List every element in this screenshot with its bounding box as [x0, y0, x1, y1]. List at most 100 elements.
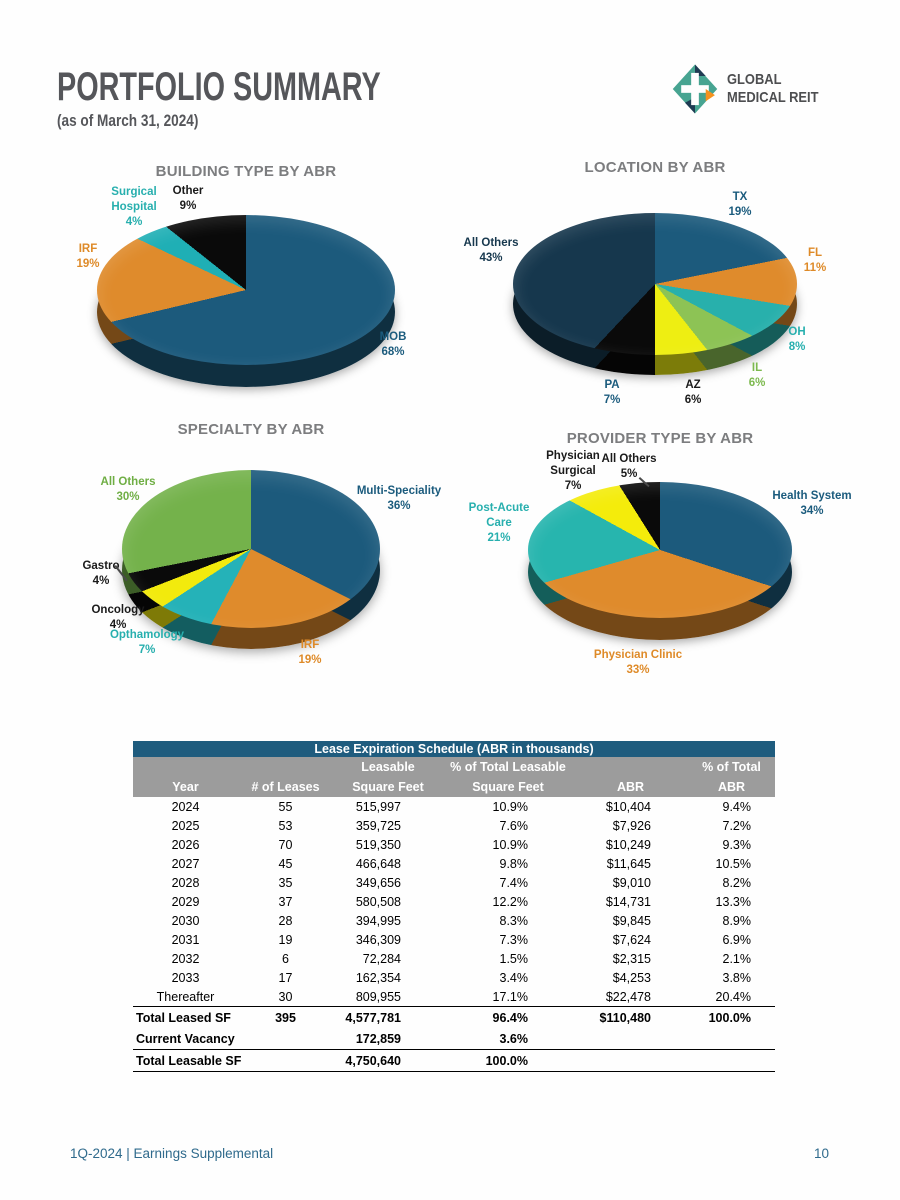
table-cell: 162,354 — [355, 970, 401, 985]
table-cell: 37 — [278, 894, 293, 909]
table-cell: 12.2% — [492, 894, 528, 909]
table-cell: 96.4% — [443, 1006, 573, 1028]
table-cell: 9.4% — [722, 799, 752, 814]
column-header: Square Feet — [333, 777, 443, 797]
table-cell: 349,656 — [355, 875, 401, 890]
pie-label-il: IL 6% — [748, 362, 766, 389]
table-cell: $10,404 — [605, 799, 651, 814]
column-header: % of Total — [688, 757, 775, 777]
table-cell: 2.1% — [722, 951, 752, 966]
table-cell — [238, 1049, 333, 1072]
logo-line1: GLOBAL — [727, 71, 782, 88]
table-cell: 7.4% — [499, 875, 529, 890]
table-cell: 2031 — [171, 932, 200, 947]
table-cell: Total Leasable SF — [133, 1049, 241, 1072]
column-header: Year — [133, 777, 238, 797]
table-cell: 394,995 — [355, 913, 401, 928]
table-cell: 100.0% — [688, 1006, 775, 1028]
chart-title-specialty: SPECIALTY BY ABR — [177, 421, 325, 438]
column-header: Leasable — [333, 757, 443, 777]
pie-label-surgical-hospital: Surgical Hospital 4% — [111, 186, 157, 228]
table-cell: 2024 — [171, 799, 200, 814]
pie-specialty — [122, 470, 380, 628]
table-cell: 4,750,640 — [333, 1049, 443, 1072]
table-cell: Current Vacancy — [136, 1031, 235, 1046]
footer-text: 1Q-2024 | Earnings Supplemental — [70, 1146, 274, 1161]
table-cell: $10,249 — [605, 837, 651, 852]
table-cell — [573, 1028, 688, 1050]
table-cell: $4,253 — [612, 970, 651, 985]
table-cell: $14,731 — [605, 894, 651, 909]
column-header — [133, 757, 238, 777]
table-cell: 6.9% — [722, 932, 752, 947]
pie-label-all-others-location: All Others 43% — [463, 237, 519, 264]
table-row: 2025 53 359,725 7.6% $7,926 7.2% — [133, 816, 775, 835]
table-cell: 35 — [278, 875, 293, 890]
logo-diamond-icon — [672, 64, 718, 114]
pie-provider-type — [528, 482, 792, 618]
table-cell: 17.1% — [492, 989, 528, 1004]
table-total-row: Total Leased SF 395 4,577,781 96.4% $110,480… — [133, 1006, 775, 1028]
table-cell: 55 — [278, 799, 293, 814]
pie-label-other: Other 9% — [172, 185, 204, 212]
pie-label-irf-building: IRF 19% — [76, 243, 100, 270]
pie-label-opthamology: Opthamology 7% — [109, 629, 185, 656]
table-cell: 519,350 — [355, 837, 401, 852]
table-cell: 10.9% — [492, 837, 528, 852]
lease-expiration-table: Leasable% of Total Leasable% of Total Yea… — [133, 757, 775, 1072]
table-cell — [238, 1028, 333, 1050]
chart-title-building-type: BUILDING TYPE BY ABR — [155, 163, 337, 180]
table-row: 2027 45 466,648 9.8% $11,645 10.5% — [133, 854, 775, 873]
table-cell: 17 — [278, 970, 293, 985]
table-cell: 20.4% — [715, 989, 751, 1004]
table-row: 2024 55 515,997 10.9% $10,404 9.4% — [133, 797, 775, 816]
table-cell: 53 — [278, 818, 293, 833]
table-cell: $9,010 — [612, 875, 651, 890]
table-cell: $9,845 — [612, 913, 651, 928]
table-cell: 2030 — [171, 913, 200, 928]
table-row: Thereafter 30 809,955 17.1% $22,478 20.4% — [133, 987, 775, 1007]
table-total-row: Current Vacancy 172,859 3.6% — [133, 1028, 775, 1050]
pie-label-irf-specialty: IRF 19% — [298, 639, 322, 666]
table-cell: 1.5% — [499, 951, 529, 966]
company-logo: GLOBAL MEDICAL REIT — [672, 62, 833, 116]
table-cell: 70 — [278, 837, 293, 852]
table-header-row: Year # of Leases Square Feet Square Feet ABR… — [133, 777, 775, 797]
table-cell: $2,315 — [612, 951, 651, 966]
page-subtitle: (as of March 31, 2024) — [57, 111, 199, 130]
chart-title-provider-type: PROVIDER TYPE BY ABR — [566, 430, 754, 447]
page-title: PORTFOLIO SUMMARY — [57, 65, 381, 109]
table-cell: 3.6% — [499, 1031, 529, 1046]
pie-label-tx: TX 19% — [728, 191, 752, 218]
table-cell: 8.9% — [722, 913, 752, 928]
table-cell: 9.8% — [499, 856, 529, 871]
column-header — [573, 757, 688, 777]
pie-label-health-system: Health System 34% — [772, 490, 852, 517]
page-number: 10 — [814, 1146, 830, 1161]
table-cell: 7.6% — [499, 818, 529, 833]
column-header: % of Total Leasable — [443, 757, 573, 777]
table-cell — [688, 1049, 775, 1072]
table-cell: $22,478 — [605, 989, 651, 1004]
lease-table-body: 2024 55 515,997 10.9% $10,404 9.4% 2025 53 359,7… — [133, 797, 775, 1072]
table-cell: $7,926 — [612, 818, 651, 833]
table-cell: 395 — [238, 1006, 333, 1028]
column-header: # of Leases — [238, 777, 333, 797]
table-cell: 30 — [278, 989, 293, 1004]
table-cell: 2033 — [171, 970, 200, 985]
table-cell: 2032 — [171, 951, 200, 966]
table-cell: 2026 — [171, 837, 200, 852]
table-cell: 466,648 — [355, 856, 401, 871]
table-header-row: Leasable% of Total Leasable % of Total — [133, 757, 775, 777]
table-cell: 2025 — [171, 818, 200, 833]
pie-label-pa: PA 7% — [603, 379, 621, 406]
table-cell — [688, 1028, 775, 1050]
lease-table-title: Lease Expiration Schedule (ABR in thousa… — [133, 741, 775, 757]
table-cell: $110,480 — [573, 1006, 688, 1028]
table-cell: 7.2% — [722, 818, 752, 833]
table-cell: 2029 — [171, 894, 200, 909]
lease-table-head: Leasable% of Total Leasable% of Total Yea… — [133, 757, 775, 797]
table-row: 2033 17 162,354 3.4% $4,253 3.8% — [133, 968, 775, 987]
table-cell: 10.5% — [715, 856, 751, 871]
